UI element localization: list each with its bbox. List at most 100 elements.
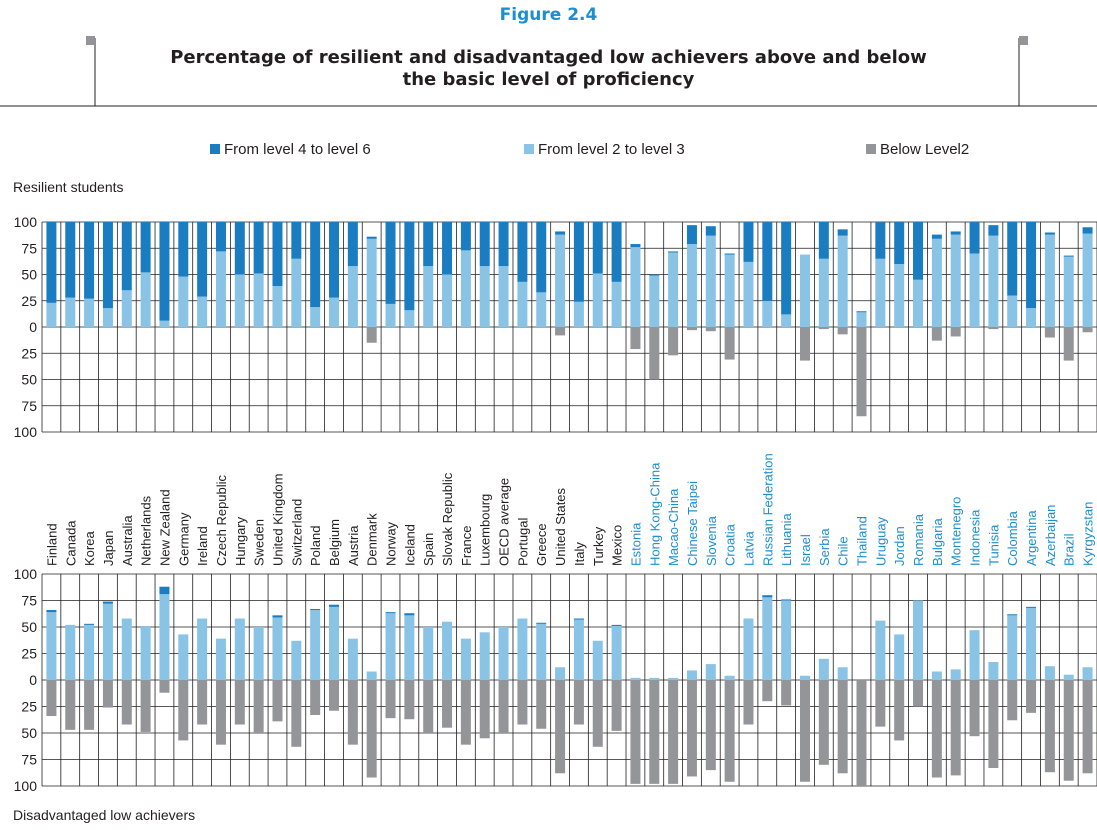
top-bar-below-level-2 (630, 327, 641, 350)
bottom-bar-level-2-3 (781, 600, 792, 680)
category-label: Denmark (365, 513, 380, 566)
top-bar-level-2-3 (762, 300, 773, 327)
top-bar-below-level-2 (856, 327, 867, 417)
top-bar-level-4-6 (536, 222, 547, 293)
bottom-bar-level-2-3 (913, 600, 924, 680)
bottom-tick-label: 100 (14, 566, 38, 582)
bottom-bar-level-2-3 (969, 630, 980, 680)
category-label: Belgium (327, 519, 342, 566)
top-bar-level-2-3 (837, 235, 848, 327)
bottom-bar-level-4-6 (329, 604, 340, 607)
bottom-bar-level-4-6 (159, 586, 170, 595)
bottom-panel-label: Disadvantaged low achievers (13, 807, 196, 823)
top-bar-below-level-2 (1063, 327, 1074, 361)
figure-frame (0, 36, 1097, 107)
category-label: Slovenia (704, 515, 719, 566)
bottom-bar-level-4-6 (404, 613, 415, 616)
top-bar-level-2-3 (1026, 308, 1037, 327)
category-label: Norway (384, 521, 399, 566)
top-bar-level-2-3 (310, 307, 321, 327)
category-label: Jordan (892, 526, 907, 566)
bottom-bar-level-4-6 (762, 595, 773, 598)
bottom-bar-level-2-3 (686, 670, 697, 680)
category-label: Israel (798, 534, 813, 566)
category-label: Mexico (610, 525, 625, 566)
top-bar-level-2-3 (705, 235, 716, 327)
bottom-bar-level-4-6 (385, 612, 396, 614)
bottom-bar-level-2-3 (837, 667, 848, 680)
category-label: Iceland (402, 524, 417, 566)
bottom-bar-below-level-2 (668, 680, 679, 784)
category-label: Croatia (723, 523, 738, 566)
bottom-tick-label: 50 (21, 619, 37, 635)
bottom-bar-level-4-6 (611, 624, 622, 626)
bottom-bar-level-2-3 (573, 619, 584, 680)
top-bar-level-2-3 (121, 290, 132, 327)
top-bar-level-2-3 (460, 250, 471, 327)
category-label: Sweden (252, 519, 267, 566)
category-label: Greece (534, 523, 549, 566)
top-bar-level-2-3 (611, 281, 622, 327)
top-bar-level-2-3 (894, 264, 905, 327)
bottom-bar-level-2-3 (668, 677, 679, 680)
bottom-bar-below-level-2 (1044, 680, 1055, 773)
bottom-bar-below-level-2 (724, 680, 735, 782)
category-label: Macao-China (666, 488, 681, 566)
legend-label-below-level-2: Below Level2 (880, 141, 970, 158)
bottom-bar-below-level-2 (592, 680, 603, 747)
bottom-bar-level-2-3 (1082, 667, 1093, 680)
category-label: Portugal (515, 517, 530, 566)
bottom-bar-level-2-3 (818, 658, 829, 680)
top-bar-level-4-6 (875, 222, 886, 259)
bottom-bar-below-level-2 (705, 680, 716, 771)
top-bar-level-4-6 (686, 225, 697, 245)
bottom-bar-level-2-3 (479, 632, 490, 680)
bottom-bar-below-level-2 (234, 680, 245, 725)
legend-swatch-below-level-2 (866, 144, 876, 154)
top-bar-level-4-6 (347, 222, 358, 267)
top-bar-level-4-6 (555, 231, 566, 235)
bottom-bar-level-2-3 (762, 597, 773, 680)
top-bar-level-2-3 (291, 258, 302, 327)
top-bar-level-4-6 (743, 222, 754, 262)
bottom-bar-below-level-2 (931, 680, 942, 778)
category-label: Romania (911, 513, 926, 566)
bottom-bar-below-level-2 (102, 680, 113, 708)
legend-swatch-level-4-6 (210, 144, 220, 154)
top-bar-level-2-3 (102, 308, 113, 327)
top-bar-level-4-6 (197, 222, 208, 297)
top-bar-level-4-6 (818, 222, 829, 259)
bottom-bar-level-2-3 (385, 613, 396, 680)
bottom-bar-below-level-2 (366, 680, 377, 778)
category-label: France (459, 526, 474, 566)
bottom-bar-level-2-3 (611, 625, 622, 680)
bottom-bar-level-2-3 (272, 617, 283, 680)
bottom-bar-level-2-3 (630, 677, 641, 680)
top-bar-below-level-2 (837, 327, 848, 335)
bottom-bar-below-level-2 (291, 680, 302, 747)
bottom-bar-level-2-3 (442, 621, 453, 680)
bottom-bar-level-2-3 (649, 677, 660, 680)
bottom-bar-below-level-2 (630, 680, 641, 784)
category-label: Latvia (741, 531, 756, 566)
bottom-bar-below-level-2 (404, 680, 415, 720)
top-bar-level-4-6 (121, 222, 132, 291)
category-label: Russian Federation (760, 453, 775, 566)
top-bar-level-4-6 (46, 222, 57, 303)
top-bar-level-4-6 (1026, 222, 1037, 309)
category-label: United States (553, 487, 568, 566)
legend-label-level-4-6: From level 4 to level 6 (224, 141, 371, 158)
bottom-bar-below-level-2 (837, 680, 848, 774)
bottom-bar-below-level-2 (894, 680, 905, 741)
top-bar-level-4-6 (668, 251, 679, 253)
bottom-bar-level-2-3 (498, 627, 509, 680)
bottom-bar-below-level-2 (536, 680, 547, 729)
top-bar-level-2-3 (781, 314, 792, 327)
bottom-tick-label: 25 (21, 699, 37, 715)
bottom-bar-below-level-2 (762, 680, 773, 702)
category-label: OECD average (497, 478, 512, 566)
bottom-bar-level-2-3 (1063, 674, 1074, 680)
bottom-bar-level-2-3 (423, 627, 434, 680)
top-bar-level-2-3 (1082, 233, 1093, 327)
top-bar-level-2-3 (65, 297, 76, 327)
